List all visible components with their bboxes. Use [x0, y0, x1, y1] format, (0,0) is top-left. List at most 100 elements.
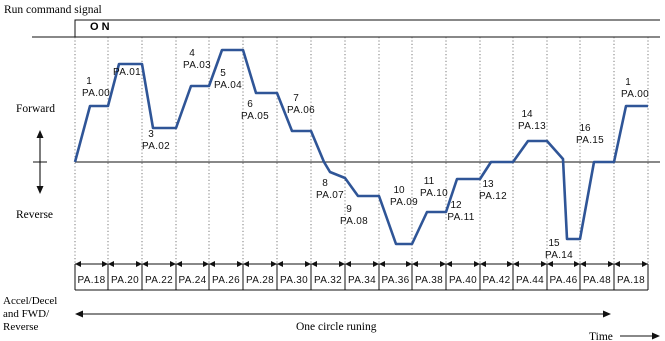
step-number: 7 — [293, 93, 299, 104]
on-label: O N — [90, 21, 110, 33]
step-number: 14 — [521, 109, 533, 120]
forward-label: Forward — [16, 103, 55, 115]
arrow-head — [237, 261, 243, 267]
arrow-head — [305, 261, 311, 267]
accel-decel-label: Accel/Decel and FWD/ Reverse — [3, 295, 60, 333]
arrow-head — [102, 261, 108, 267]
arrow-head — [108, 261, 114, 267]
step-param: PA.13 — [518, 121, 546, 132]
step-number: 4 — [189, 48, 195, 59]
step-param: PA.02 — [142, 141, 170, 152]
step-number: 13 — [482, 179, 494, 190]
step-param: PA.09 — [390, 197, 418, 208]
step-param: PA.00 — [621, 89, 649, 100]
step-param: PA.01 — [113, 67, 141, 78]
arrow-head — [547, 261, 553, 267]
step-label: 7PA.06 — [287, 93, 315, 116]
accel-param: PA.38 — [415, 275, 443, 286]
arrow-head — [642, 261, 648, 267]
step-label: 3PA.02 — [142, 129, 170, 152]
arrow-head — [379, 261, 385, 267]
arrow-head — [243, 261, 249, 267]
one-circle-arrow — [75, 310, 611, 318]
accel-param: PA.24 — [179, 275, 207, 286]
step-number: 5 — [220, 68, 226, 79]
arrow-head — [446, 261, 452, 267]
arrow-head — [480, 261, 486, 267]
arrow-head — [75, 261, 81, 267]
arrow-head — [345, 261, 351, 267]
step-param: PA.00 — [82, 88, 110, 99]
accel-param: PA.40 — [449, 275, 477, 286]
reverse-label: Reverse — [16, 209, 53, 221]
arrow-head — [209, 261, 215, 267]
arrow-head — [440, 261, 446, 267]
step-param: PA.14 — [545, 250, 573, 261]
arrow-head — [339, 261, 345, 267]
arrow-head — [142, 261, 148, 267]
time-arrow — [620, 332, 660, 340]
arrow-head — [373, 261, 379, 267]
step-number: 12 — [450, 200, 462, 211]
arrow-head — [474, 261, 480, 267]
time-label: Time — [589, 331, 613, 341]
accel-param: PA.26 — [212, 275, 240, 286]
step-label: 9PA.08 — [340, 204, 368, 227]
arrow-head — [541, 261, 547, 267]
accel-param: PA.48 — [583, 275, 611, 286]
arrow-head — [608, 261, 614, 267]
step-param: PA.08 — [340, 216, 368, 227]
step-label: 5PA.04 — [214, 68, 242, 91]
step-param: PA.15 — [576, 135, 604, 146]
step-param: PA.05 — [241, 111, 269, 122]
accel-decel-row: PA.18 PA.20 PA.22 PA.24 PA.26 PA.28 PA.30 PA.32… — [74, 261, 649, 291]
accel-param: PA.46 — [550, 275, 578, 286]
direction-arrow — [33, 130, 47, 194]
accel-param: PA.42 — [483, 275, 511, 286]
speed-profile — [73, 48, 648, 246]
step-number: 10 — [393, 185, 405, 196]
step-label: 1PA.00 — [621, 77, 649, 100]
speed-curve — [73, 48, 648, 246]
step-boundary-guides — [74, 37, 649, 278]
step-param: PA.06 — [287, 105, 315, 116]
arrow-head — [580, 261, 586, 267]
arrow-head — [170, 261, 176, 267]
arrow-head — [406, 261, 412, 267]
arrow-head — [513, 261, 519, 267]
step-param: PA.12 — [479, 191, 507, 202]
step-param: PA.03 — [183, 60, 211, 71]
arrow-head — [176, 261, 182, 267]
step-number: 1 — [86, 76, 92, 87]
arrow-head — [136, 261, 142, 267]
step-param: PA.10 — [420, 188, 448, 199]
arrow-head — [412, 261, 418, 267]
accel-param: PA.44 — [516, 275, 544, 286]
step-label: 4PA.03 — [183, 48, 211, 71]
accel-param: PA.20 — [111, 275, 139, 286]
arrow-head — [614, 261, 620, 267]
accel-param: PA.34 — [348, 275, 376, 286]
accel-param: PA.22 — [145, 275, 173, 286]
step-param: PA.07 — [316, 190, 344, 201]
arrow-head — [507, 261, 513, 267]
step-label: 6PA.05 — [241, 99, 269, 122]
step-param: PA.11 — [447, 212, 474, 223]
step-number: 15 — [548, 238, 560, 249]
arrow-head — [277, 261, 283, 267]
arrow-head — [271, 261, 277, 267]
accel-param: PA.36 — [382, 275, 410, 286]
step-number: 11 — [424, 176, 435, 187]
run-command-label: Run command signal — [4, 4, 102, 16]
one-circle-label: One circle runing — [296, 321, 377, 333]
accel-param: PA.30 — [280, 275, 308, 286]
step-label: PA.01 — [113, 67, 141, 78]
